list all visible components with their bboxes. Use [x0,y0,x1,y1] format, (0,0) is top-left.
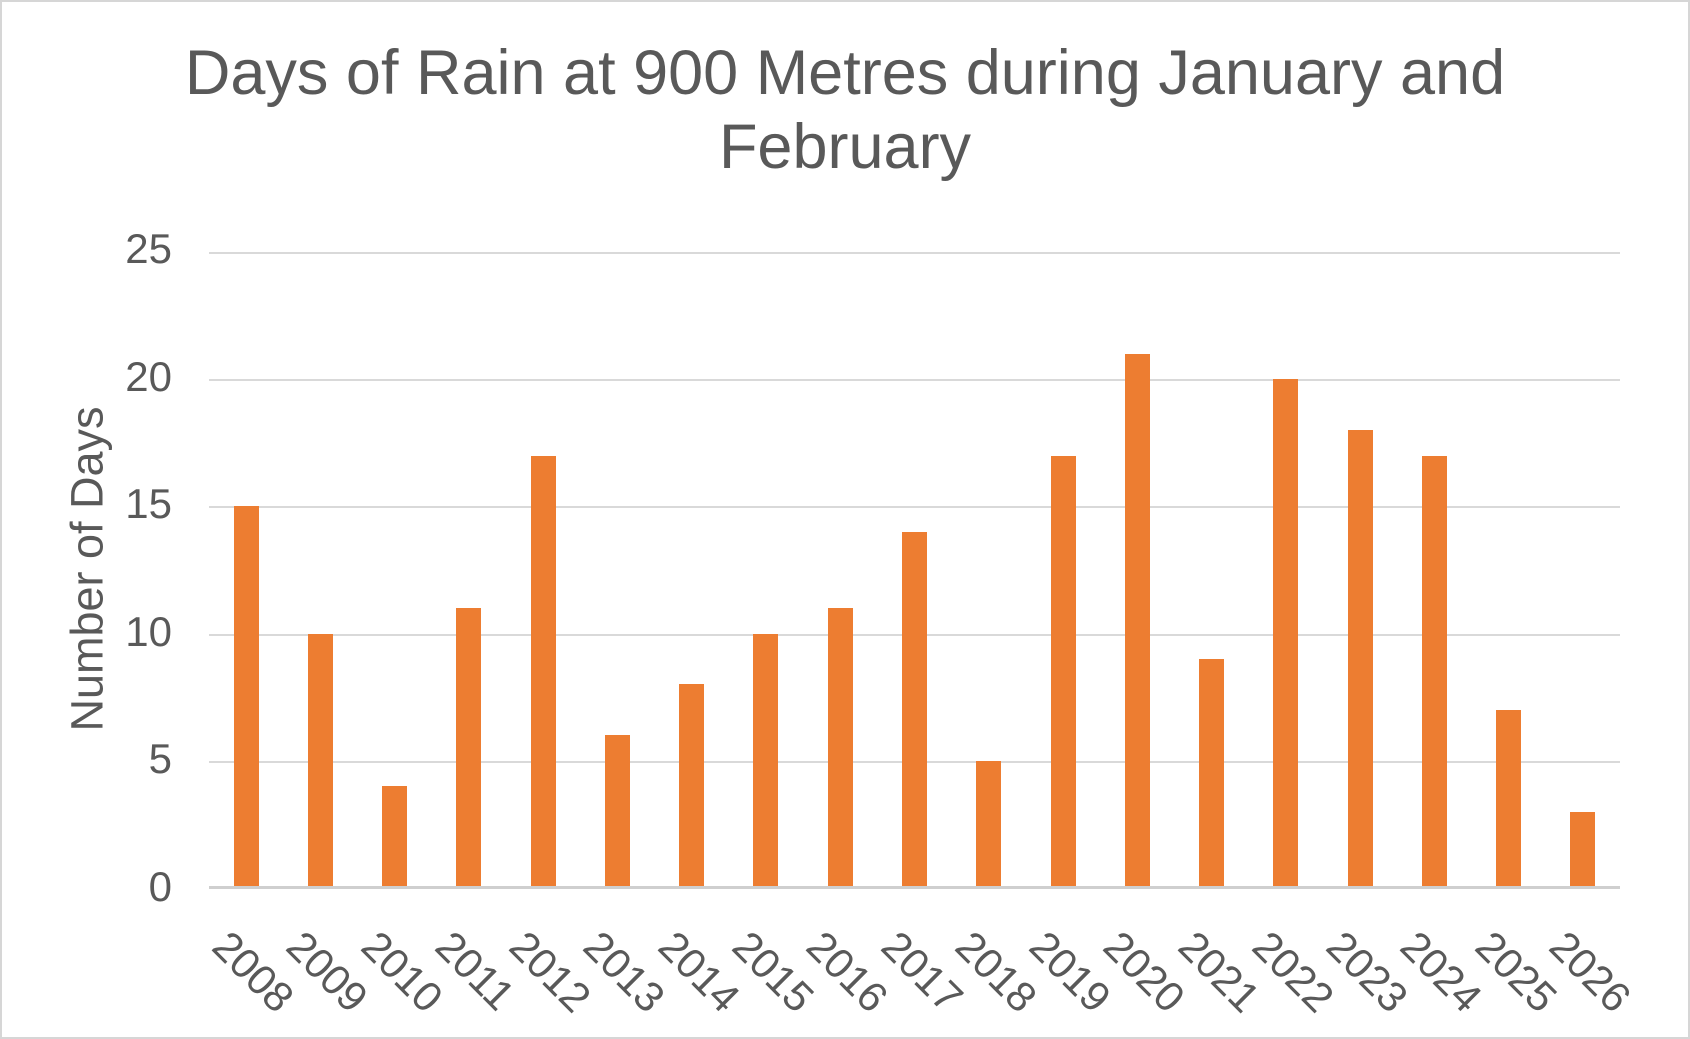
x-label-slot-2009: 2009 [278,888,377,1037]
bar-2009 [307,633,333,888]
gridline-20 [209,379,1620,382]
bar-slot-2009 [283,252,357,888]
y-tick-20: 20 [125,352,172,400]
bar-series [209,252,1620,888]
x-axis-tick-labels: 2008 2009 2010 2011 2012 2013 2014 2015 2016 2017… [204,888,1640,1037]
x-label-slot-2023: 2023 [1318,888,1417,1037]
bar-2011 [456,608,482,888]
chart-title-line-2: February [718,112,972,182]
y-tick-5: 5 [148,735,172,783]
bar-slot-2015 [729,252,803,888]
bar-slot-2021 [1174,252,1248,888]
bar-2010 [382,786,408,888]
chart-title: Days of Rain at 900 Metres during Januar… [2,36,1688,184]
x-label-slot-2024: 2024 [1392,888,1491,1037]
bar-slot-2019 [1026,252,1100,888]
x-label-slot-2010: 2010 [352,888,451,1037]
bar-2012 [530,455,556,888]
x-label-slot-2021: 2021 [1169,888,1268,1037]
bar-2025 [1496,709,1522,888]
x-label-slot-2014: 2014 [649,888,748,1037]
bar-2017 [902,531,928,888]
bar-slot-2016 [803,252,877,888]
y-tick-15: 15 [125,480,172,528]
bar-slot-2025 [1472,252,1546,888]
bar-slot-2022 [1249,252,1323,888]
x-label-slot-2017: 2017 [872,888,971,1037]
bar-2016 [827,608,853,888]
x-label-slot-2016: 2016 [798,888,897,1037]
bar-2014 [679,684,705,888]
x-label-slot-2022: 2022 [1244,888,1343,1037]
bar-slot-2017 [877,252,951,888]
x-label-slot-2019: 2019 [1021,888,1120,1037]
x-label-slot-2020: 2020 [1095,888,1194,1037]
bar-2013 [604,735,630,888]
x-label-slot-2018: 2018 [947,888,1046,1037]
bar-slot-2023 [1323,252,1397,888]
bar-slot-2014 [655,252,729,888]
x-label-slot-2011: 2011 [427,888,524,1037]
bar-slot-2026 [1546,252,1620,888]
bar-slot-2018 [952,252,1026,888]
bar-slot-2010 [358,252,432,888]
x-label-slot-2026: 2026 [1541,888,1640,1037]
bar-slot-2013 [580,252,654,888]
bar-2020 [1124,353,1150,888]
bar-2023 [1347,430,1373,888]
bar-2021 [1199,659,1225,888]
y-tick-25: 25 [125,225,172,273]
x-label-slot-2012: 2012 [501,888,600,1037]
bar-2019 [1050,455,1076,888]
x-label-slot-2013: 2013 [575,888,674,1037]
chart-title-line-1: Days of Rain at 900 Metres during Januar… [184,38,1506,108]
bar-2015 [753,633,779,888]
bar-slot-2008 [209,252,283,888]
bar-2022 [1273,379,1299,888]
x-label-slot-2015: 2015 [724,888,823,1037]
x-axis-line [209,886,1620,889]
bar-2026 [1570,811,1596,888]
bar-slot-2011 [432,252,506,888]
bar-2008 [233,506,259,888]
bar-slot-2020 [1100,252,1174,888]
x-label-2026: 2026 [1540,922,1640,1022]
plot-area [209,252,1620,889]
bar-slot-2012 [506,252,580,888]
y-tick-0: 0 [148,863,172,911]
y-axis-tick-labels: 0 5 10 15 20 25 [2,225,172,910]
x-label-slot-2008: 2008 [204,888,303,1037]
bar-2018 [976,760,1002,888]
gridline-15 [209,506,1620,509]
gridline-25 [209,252,1620,254]
x-label-slot-2025: 2025 [1466,888,1565,1037]
bar-slot-2024 [1397,252,1471,888]
bar-2024 [1421,455,1447,888]
y-tick-10: 10 [125,607,172,655]
